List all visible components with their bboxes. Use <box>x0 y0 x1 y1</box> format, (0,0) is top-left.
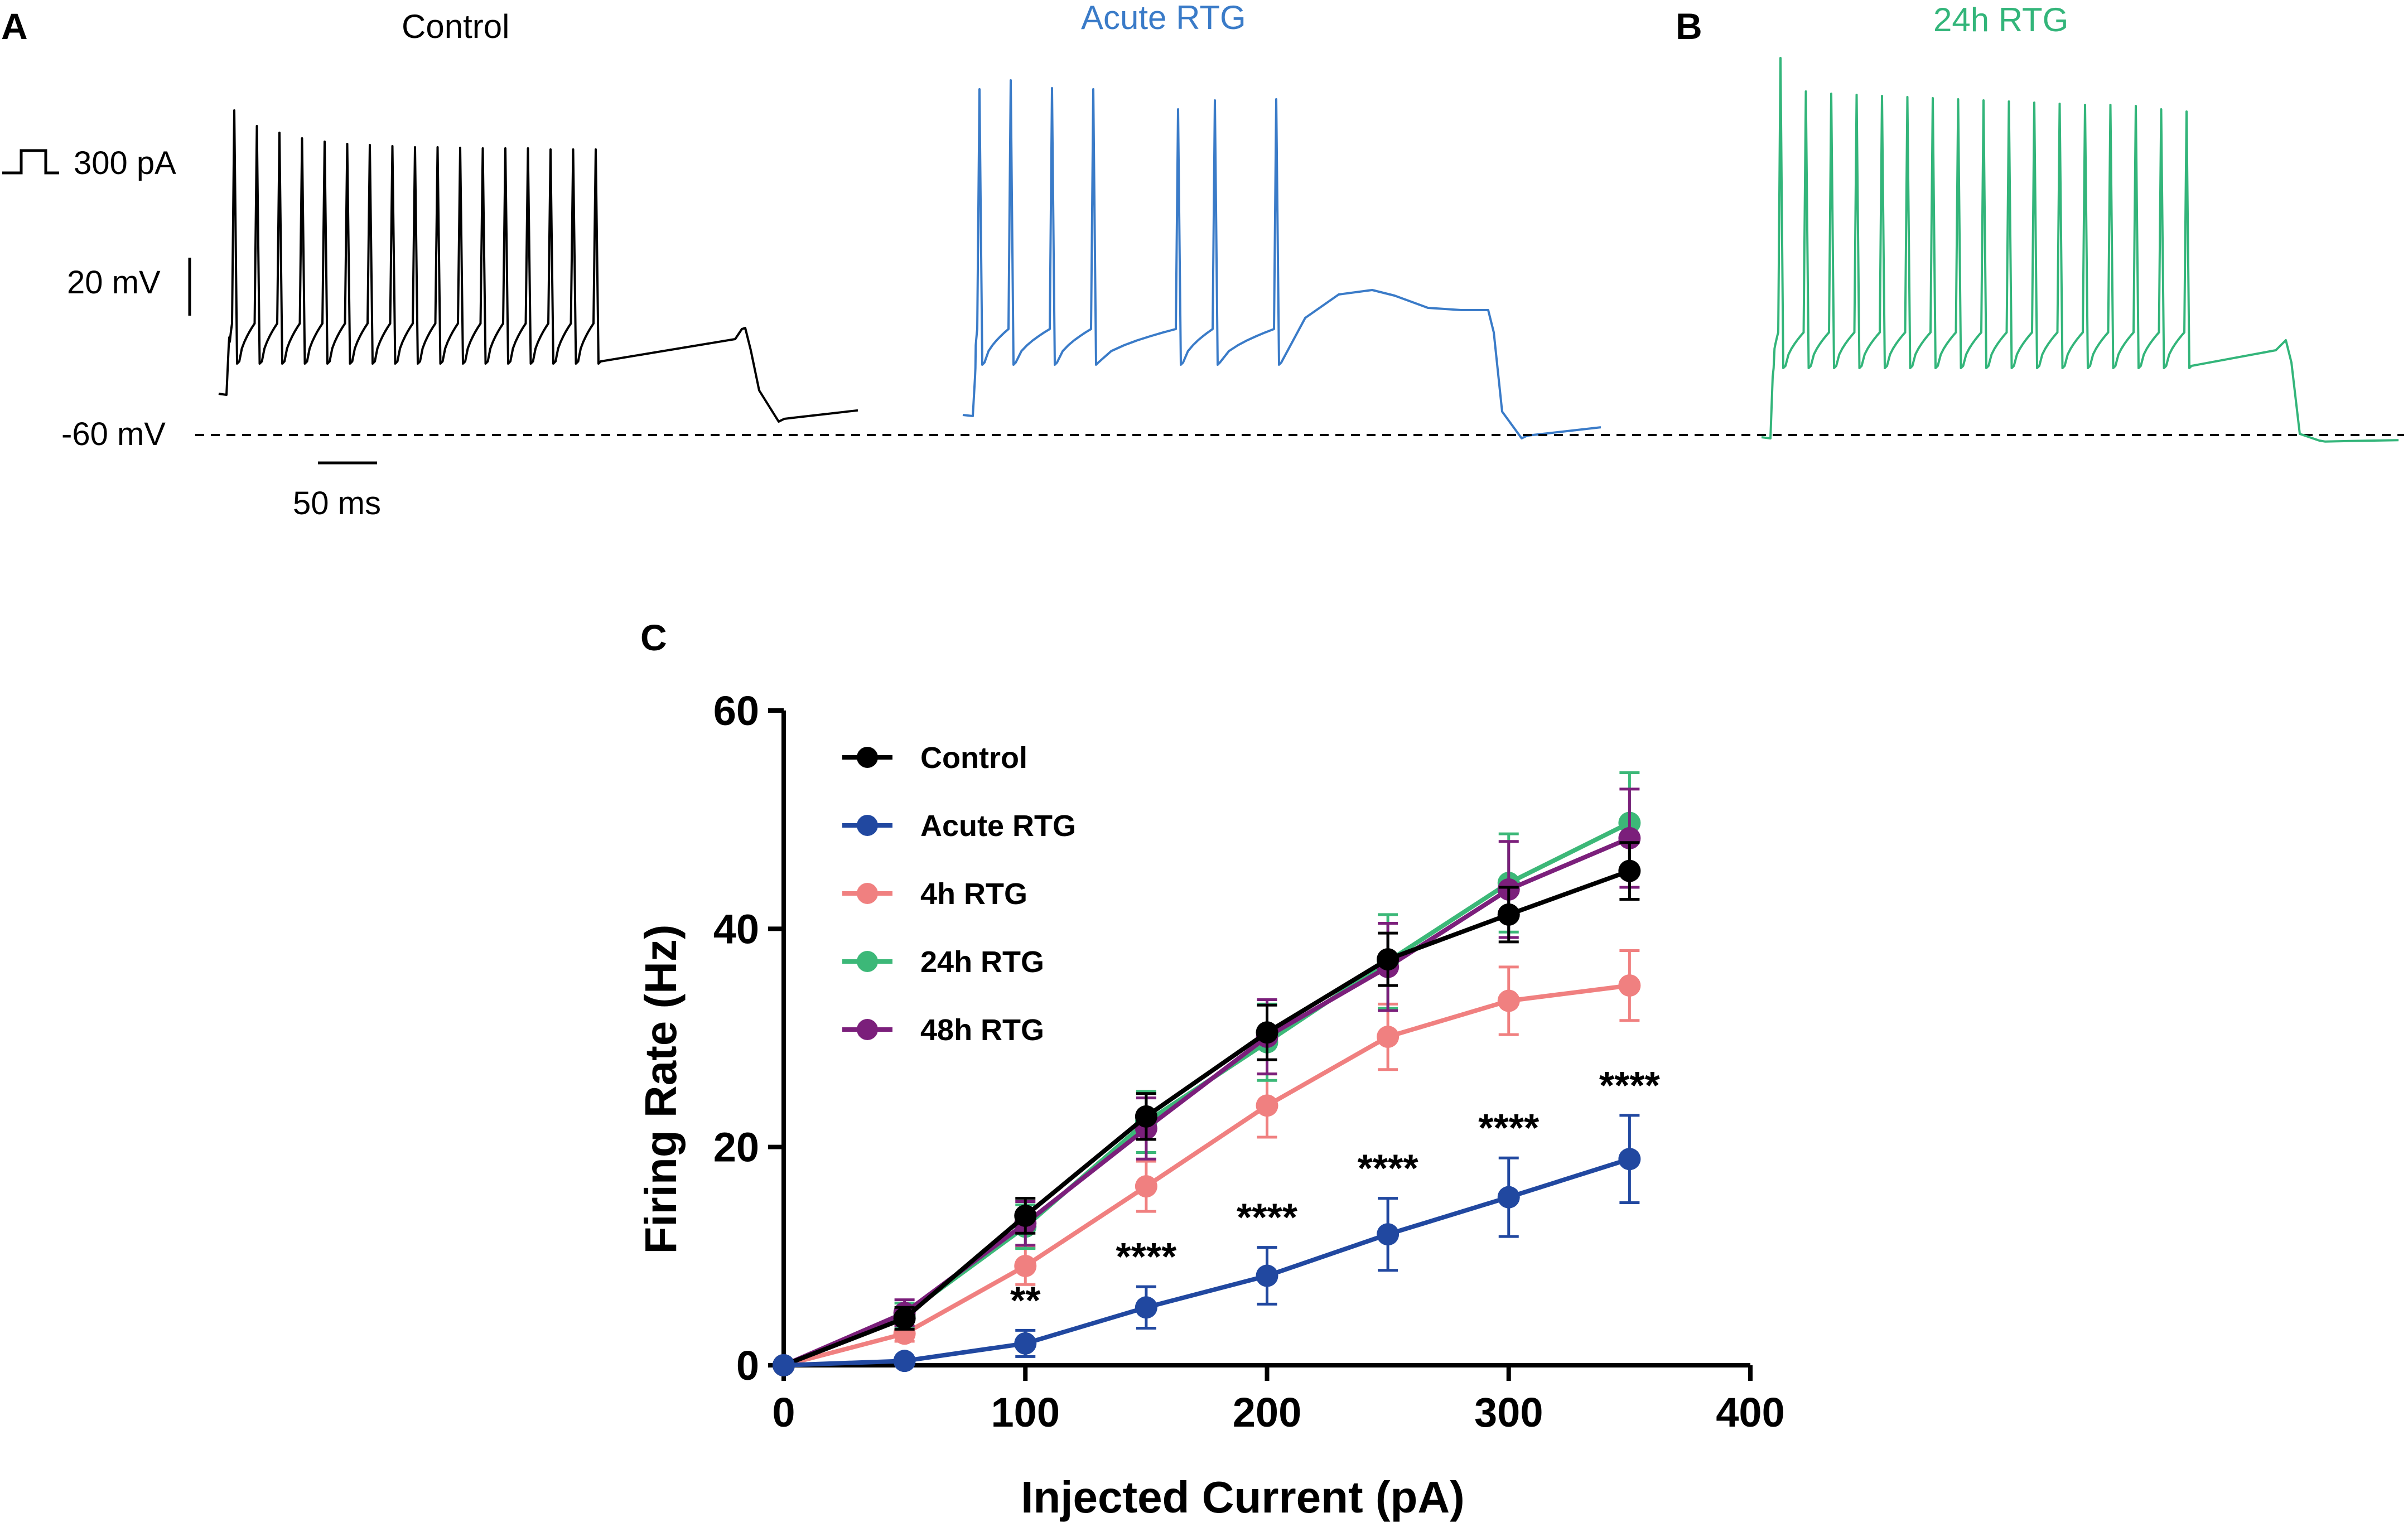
step-amplitude-label: 300 pA <box>74 145 176 181</box>
data-point <box>773 1354 795 1376</box>
data-point <box>1618 1148 1641 1171</box>
data-point <box>1014 1332 1037 1355</box>
data-point <box>1135 1105 1157 1128</box>
panel-b-letter: B <box>1676 6 1702 47</box>
legend-entry: 48h RTG <box>842 1013 1044 1047</box>
legend-swatch-marker <box>857 883 878 904</box>
control-voltage-trace <box>218 109 858 423</box>
panel-a-letter: A <box>1 6 28 47</box>
x-axis-ticks: 0 100 200 300 400 <box>772 1365 1785 1436</box>
significance-marker: **** <box>1478 1106 1540 1149</box>
data-point <box>893 1307 916 1330</box>
control-trace-title: Control <box>402 8 509 45</box>
current-step-icon <box>2 149 59 175</box>
significance-marker: **** <box>1599 1064 1661 1107</box>
data-point <box>1014 1254 1037 1277</box>
data-point <box>1135 1175 1157 1198</box>
acute-trace-title: Acute RTG <box>1081 0 1246 36</box>
legend-entry: 24h RTG <box>842 945 1044 979</box>
y-tick-label: 60 <box>713 688 759 734</box>
data-point <box>1135 1296 1157 1319</box>
data-point <box>1377 1026 1400 1048</box>
legend-label: Acute RTG <box>920 809 1076 843</box>
h24-rtg-voltage-trace <box>1761 57 2399 443</box>
data-point <box>1618 859 1641 882</box>
data-point <box>1497 903 1520 926</box>
significance-marker: ** <box>1010 1278 1041 1322</box>
series-line <box>783 983 1630 1367</box>
time-scale-label: 50 ms <box>293 485 381 521</box>
baseline-label: -60 mV <box>61 416 166 452</box>
significance-marker: **** <box>1358 1147 1419 1190</box>
y-axis-ticks: 0 20 40 60 <box>713 688 784 1389</box>
x-axis-label: Injected Current (pA) <box>1021 1472 1465 1522</box>
legend-label: 4h RTG <box>920 877 1027 911</box>
legend-label: Control <box>920 741 1027 775</box>
data-point <box>1256 1264 1278 1287</box>
y-tick-label: 20 <box>713 1124 759 1171</box>
y-tick-label: 40 <box>713 906 759 952</box>
legend-entry: 4h RTG <box>842 877 1027 911</box>
panel-a: A Control Acute RTG 300 pA 20 mV -60 mV … <box>1 0 1601 521</box>
series-line <box>783 1157 1630 1367</box>
panel-c: C 0 100 200 300 400 0 20 40 60 Injected Current… <box>636 617 1785 1522</box>
legend-label: 24h RTG <box>920 945 1044 979</box>
x-tick-label: 0 <box>772 1389 795 1436</box>
series-line <box>783 820 1631 1367</box>
legend-swatch-marker <box>857 1019 878 1040</box>
series-line <box>783 868 1630 1367</box>
series-line <box>783 836 1630 1367</box>
significance-marker: **** <box>1237 1196 1298 1239</box>
legend-entry: Control <box>842 741 1027 775</box>
chart-series <box>773 771 1641 1376</box>
x-tick-label: 300 <box>1474 1389 1543 1436</box>
legend-swatch-marker <box>857 951 878 972</box>
y-tick-label: 0 <box>736 1342 759 1389</box>
x-tick-label: 400 <box>1716 1389 1784 1436</box>
data-point <box>1256 1094 1278 1117</box>
voltage-scale-label: 20 mV <box>67 264 161 301</box>
data-point <box>1014 1204 1037 1227</box>
significance-markers: ********************** <box>1010 1064 1661 1322</box>
panel-b: B 24h RTG <box>1676 1 2399 443</box>
data-point <box>1377 948 1400 971</box>
data-point <box>1497 1186 1520 1209</box>
x-tick-label: 100 <box>991 1389 1060 1436</box>
panel-c-letter: C <box>640 617 667 658</box>
data-point <box>1618 974 1641 997</box>
acute-rtg-voltage-trace <box>962 79 1601 439</box>
legend-swatch-marker <box>857 747 878 768</box>
data-point <box>1256 1021 1278 1044</box>
chart-legend: Control Acute RTG 4h RTG 24h RTG 48h RTG <box>842 741 1076 1047</box>
legend-entry: Acute RTG <box>842 809 1076 843</box>
h24-trace-title: 24h RTG <box>1933 1 2068 38</box>
significance-marker: **** <box>1116 1235 1177 1278</box>
data-point <box>1497 989 1520 1012</box>
x-tick-label: 200 <box>1233 1389 1301 1436</box>
series-acute-rtg <box>773 1114 1641 1376</box>
legend-label: 48h RTG <box>920 1013 1044 1047</box>
data-point <box>1377 1223 1400 1246</box>
y-axis-label: Firing Rate (Hz) <box>636 924 686 1254</box>
legend-swatch-marker <box>857 815 878 836</box>
data-point <box>893 1350 916 1373</box>
